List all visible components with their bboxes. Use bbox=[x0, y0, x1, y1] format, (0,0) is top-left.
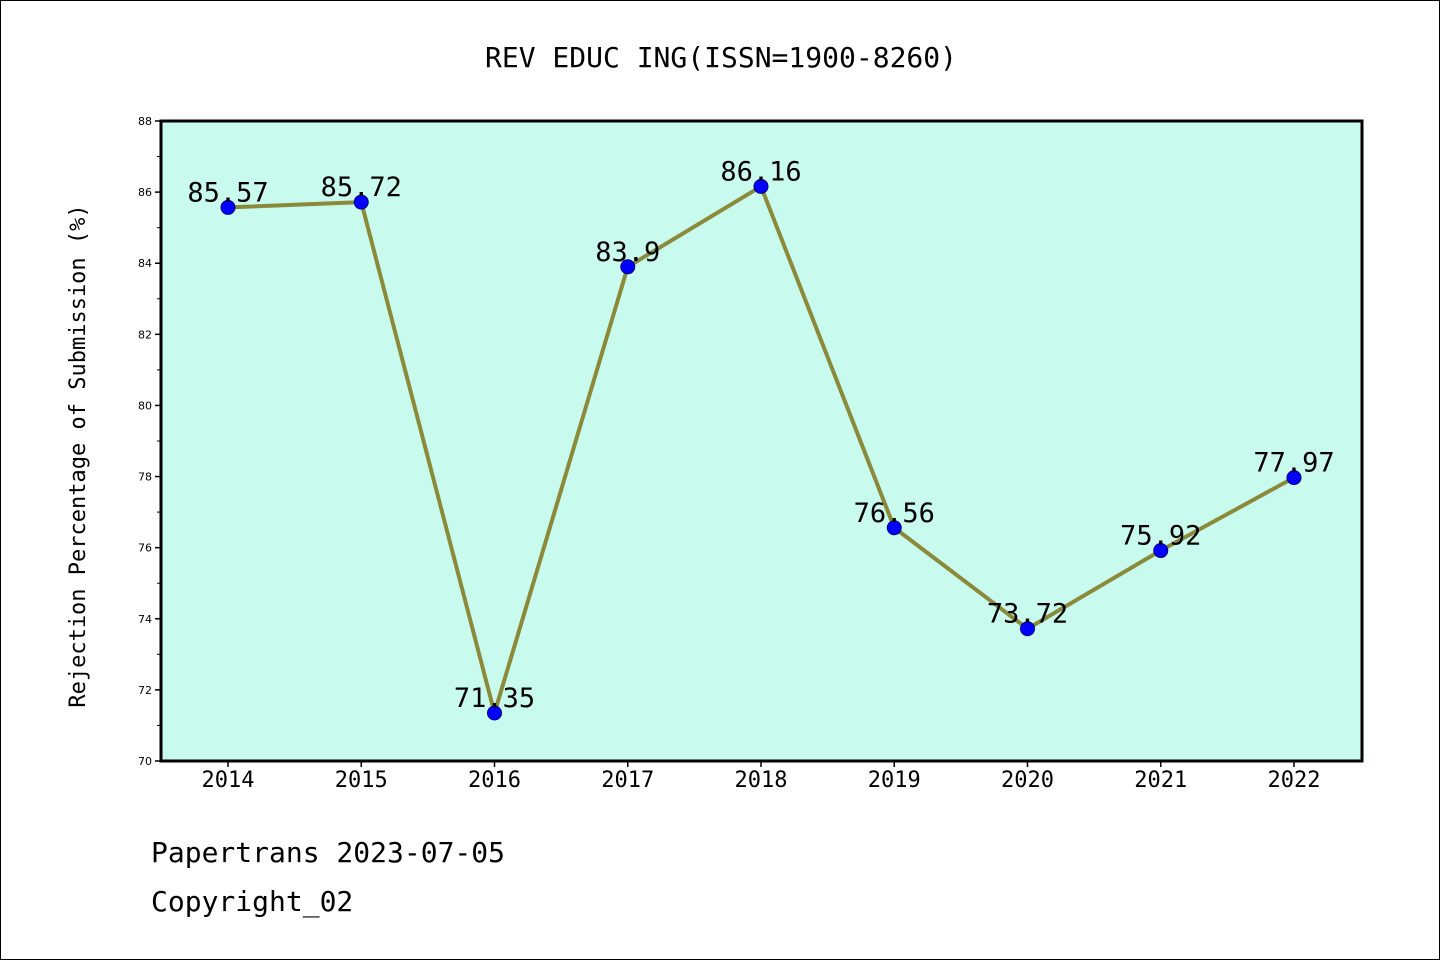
data-point bbox=[753, 178, 769, 194]
data-label: 86.16 bbox=[720, 156, 801, 187]
y-tick-label: 78 bbox=[138, 471, 152, 484]
data-label: 76.56 bbox=[854, 498, 935, 529]
y-tick-label: 86 bbox=[138, 186, 152, 199]
y-tick-label: 72 bbox=[138, 684, 152, 697]
data-point bbox=[1286, 470, 1302, 486]
x-tick-label: 2019 bbox=[868, 768, 921, 793]
data-label: 71.35 bbox=[454, 683, 535, 714]
x-tick-label: 2016 bbox=[468, 768, 521, 793]
y-tick-label: 76 bbox=[138, 542, 152, 555]
x-tick-label: 2018 bbox=[735, 768, 788, 793]
x-tick-label: 2022 bbox=[1268, 768, 1321, 793]
data-point bbox=[1020, 621, 1035, 637]
y-axis-label: Rejection Percentage of Submission (%) bbox=[66, 204, 91, 707]
data-label: 73.72 bbox=[987, 599, 1068, 630]
data-point bbox=[1153, 543, 1169, 559]
y-tick-label: 84 bbox=[138, 257, 152, 270]
footer-copyright-text: Copyright_02 bbox=[151, 885, 354, 918]
data-label: 85.57 bbox=[187, 177, 268, 208]
chart-title: REV EDUC ING(ISSN=1900-8260) bbox=[485, 41, 957, 74]
axis-ticks: 70 72 74 76 78 80 82 84 86 88 2014 2015 2016 2017 2018… bbox=[138, 115, 1320, 793]
data-label: 83.9 bbox=[595, 237, 660, 268]
data-label: 75.92 bbox=[1120, 521, 1201, 552]
data-marks: 85.57 85.72 71.35 83.9 86.16 76.56 73.72 75.92 7… bbox=[187, 156, 1335, 721]
data-point bbox=[353, 194, 369, 210]
data-point bbox=[487, 705, 502, 721]
footer-date-text: Papertrans 2023-07-05 bbox=[151, 836, 506, 869]
x-tick-label: 2020 bbox=[1001, 768, 1054, 793]
x-tick-label: 2021 bbox=[1134, 768, 1187, 793]
plot-area bbox=[161, 121, 1362, 761]
x-tick-label: 2015 bbox=[335, 768, 388, 793]
y-tick-label: 70 bbox=[138, 755, 152, 768]
x-tick-label: 2014 bbox=[202, 768, 255, 793]
x-tick-label: 2017 bbox=[601, 768, 654, 793]
data-point bbox=[886, 520, 902, 536]
y-tick-label: 82 bbox=[138, 328, 152, 341]
y-tick-label: 88 bbox=[138, 115, 152, 128]
plot-border bbox=[159, 119, 1364, 763]
y-tick-label: 80 bbox=[138, 399, 152, 412]
data-point bbox=[220, 199, 236, 215]
data-point bbox=[620, 259, 636, 275]
y-tick-label: 74 bbox=[138, 613, 152, 626]
data-label: 85.72 bbox=[321, 172, 402, 203]
data-label: 77.97 bbox=[1253, 448, 1334, 479]
